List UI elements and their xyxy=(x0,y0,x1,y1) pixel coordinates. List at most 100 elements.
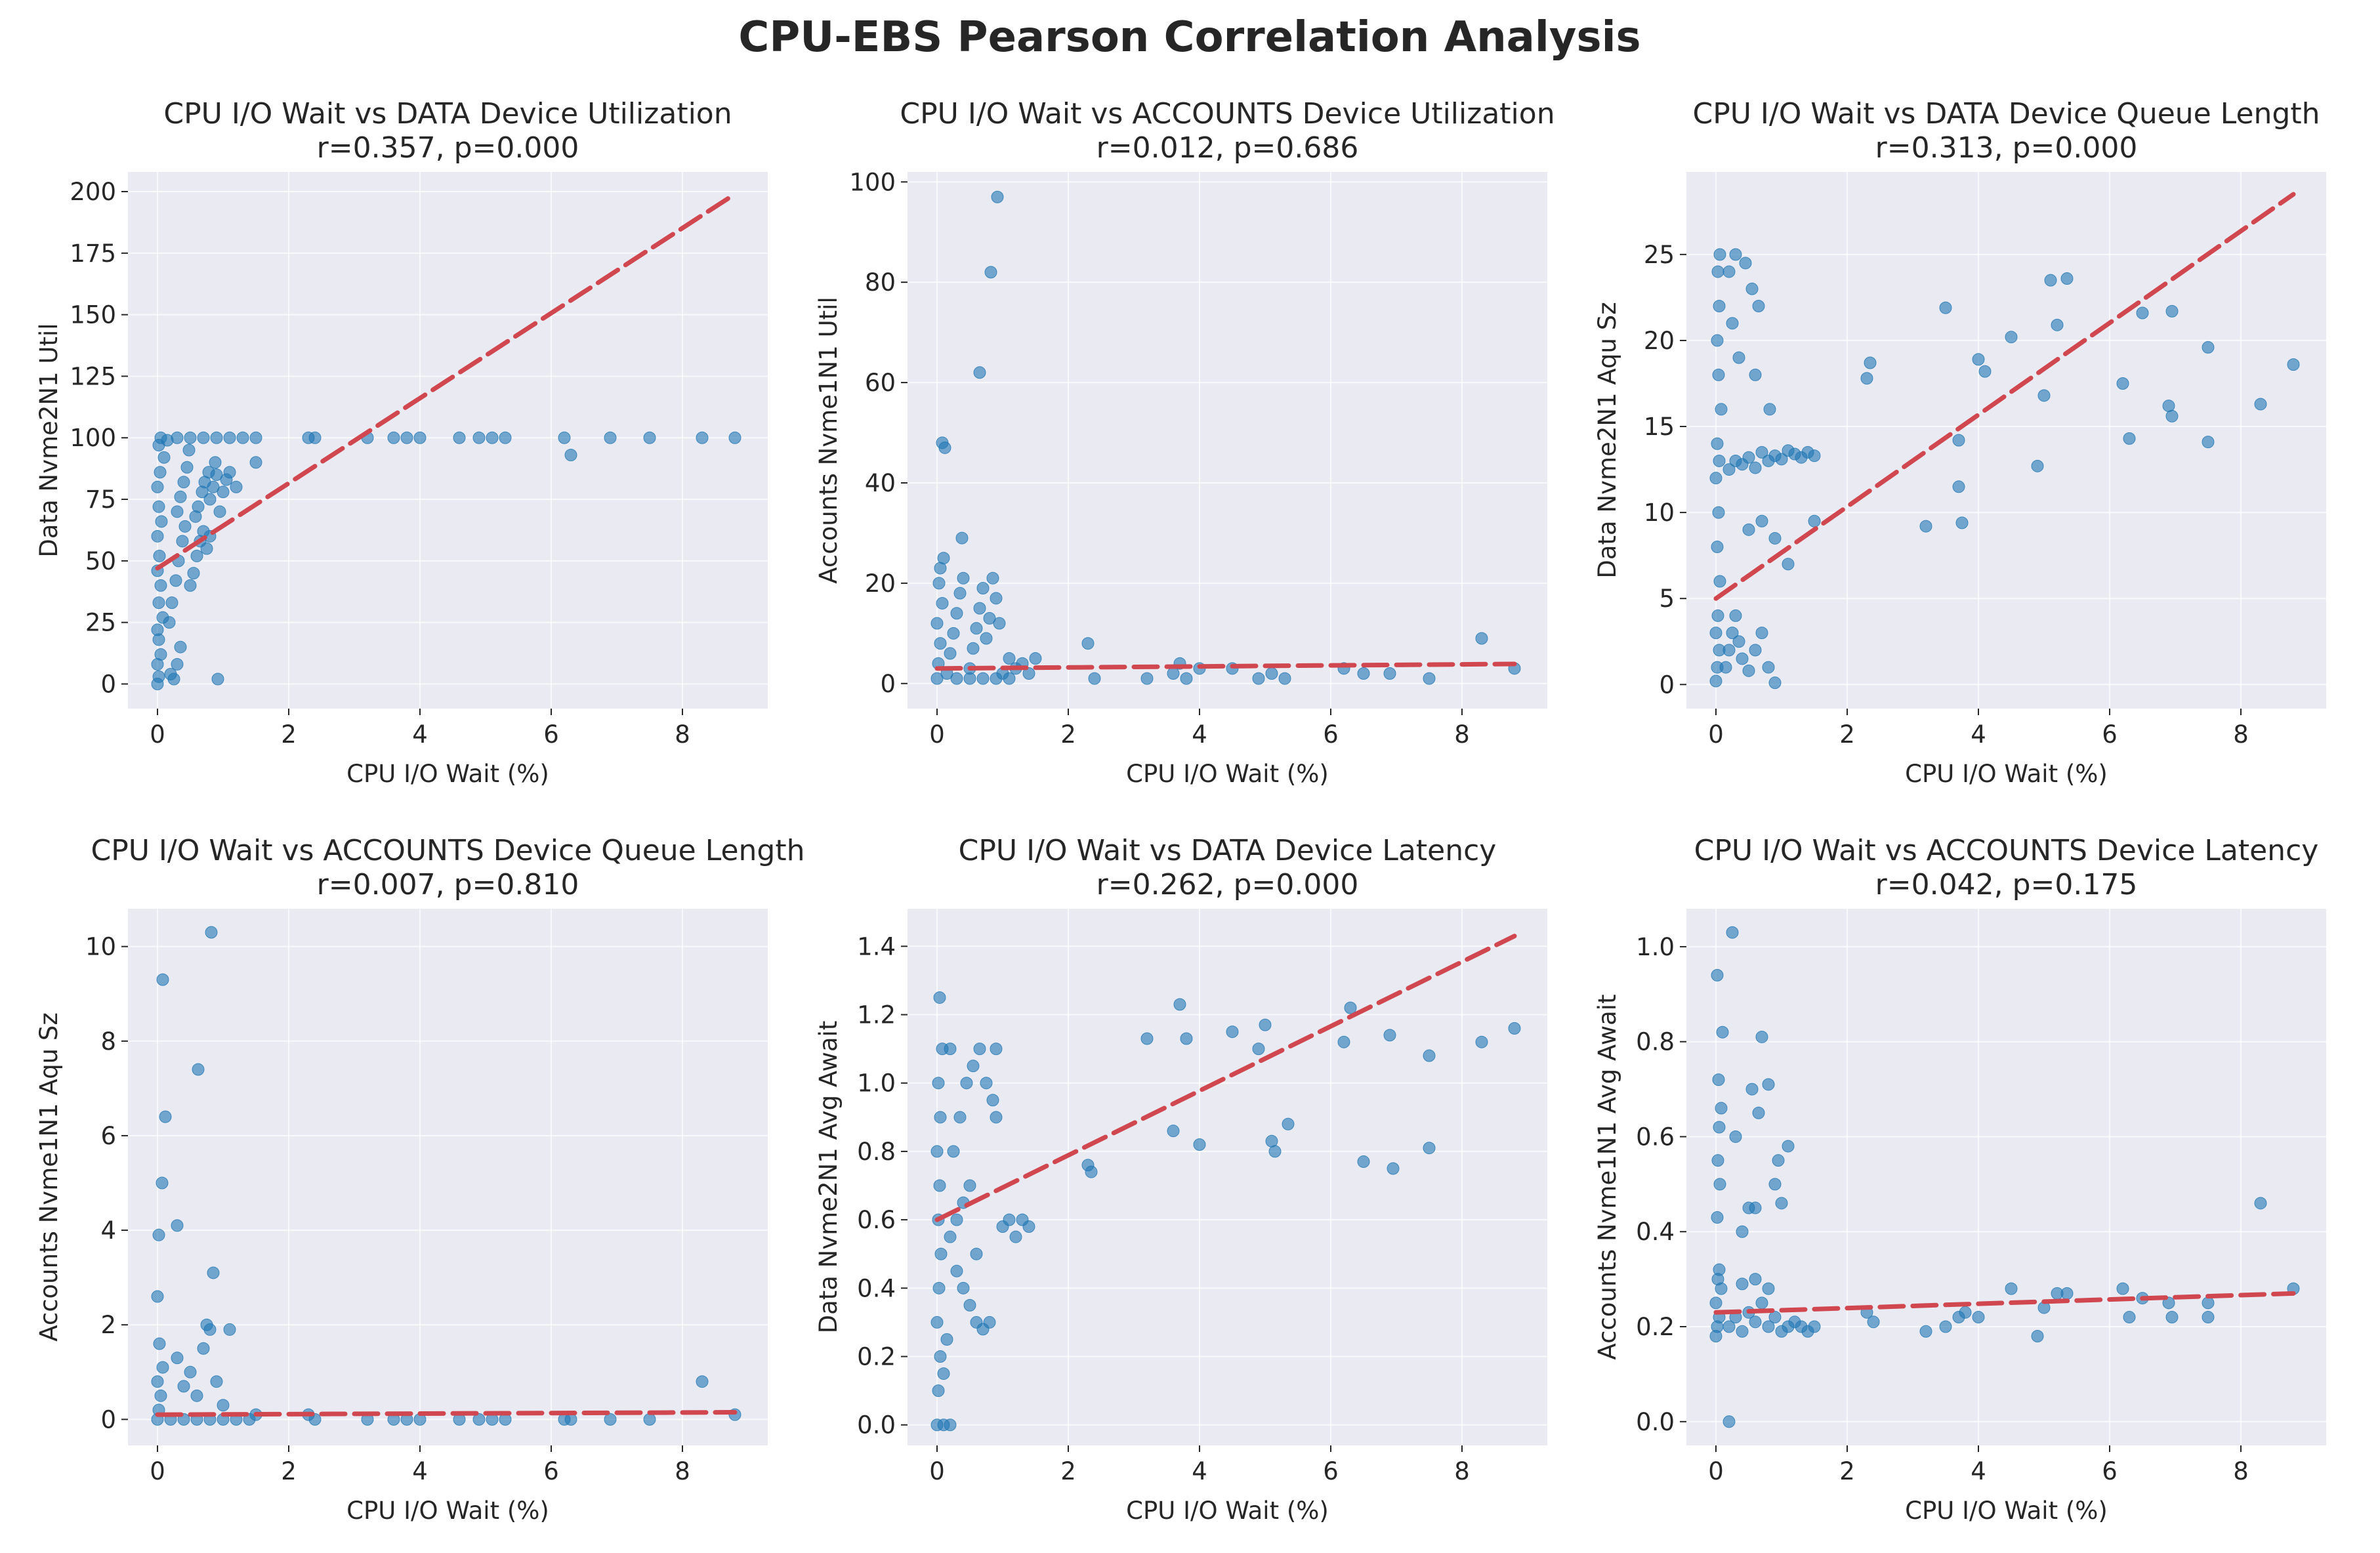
data-point xyxy=(986,1094,999,1107)
data-point xyxy=(976,582,990,595)
data-point xyxy=(940,1333,953,1346)
data-point xyxy=(1762,1320,1775,1333)
data-point xyxy=(223,431,236,444)
data-point xyxy=(192,1063,205,1076)
data-point xyxy=(932,1281,946,1294)
data-point xyxy=(2136,306,2149,320)
data-point xyxy=(207,480,220,493)
subplot-stats: r=0.313, p=0.000 xyxy=(1875,131,2138,165)
y-tick-label: 15 xyxy=(1644,413,1675,441)
data-point xyxy=(210,1375,223,1388)
data-point xyxy=(153,1337,166,1350)
data-point xyxy=(947,1145,960,1158)
data-point xyxy=(953,1111,967,1124)
data-point xyxy=(1749,1201,1762,1214)
data-point xyxy=(182,444,196,457)
data-point xyxy=(976,672,990,685)
y-tick-label: 1.2 xyxy=(857,1001,896,1029)
data-point xyxy=(1259,1018,1272,1031)
data-point xyxy=(1749,368,1762,381)
x-tick-label: 0 xyxy=(1708,1457,1724,1485)
data-point xyxy=(1726,926,1739,939)
data-point xyxy=(1383,667,1396,680)
y-tick-label: 20 xyxy=(865,569,896,598)
data-point xyxy=(151,480,164,493)
data-point xyxy=(937,1367,950,1380)
y-tick-label: 100 xyxy=(849,168,896,196)
data-point xyxy=(2202,436,2215,449)
data-point xyxy=(171,657,184,671)
x-tick-label: 0 xyxy=(150,1457,165,1485)
scatter-series xyxy=(1709,926,2300,1428)
data-point xyxy=(223,1323,236,1336)
data-point xyxy=(190,1389,203,1402)
data-point xyxy=(1972,353,1985,366)
data-point xyxy=(308,1413,322,1426)
y-tick-label: 25 xyxy=(85,609,116,637)
data-point xyxy=(151,529,164,543)
data-point xyxy=(1939,301,1952,314)
data-point xyxy=(1282,1117,1295,1130)
data-point xyxy=(187,567,200,580)
data-point xyxy=(1749,644,1762,657)
subplot-4: 0 2 4 6 8 10 0 2 4 6 8 CPU I/O Wait vs ACCOUNTS Dev… xyxy=(35,834,805,1525)
data-point xyxy=(932,1384,945,1398)
data-point xyxy=(955,531,969,545)
y-tick-label: 75 xyxy=(85,486,116,514)
data-point xyxy=(944,1043,957,1056)
data-point xyxy=(932,1077,945,1090)
data-point xyxy=(171,1352,184,1365)
data-point xyxy=(963,672,976,685)
y-tick-label: 40 xyxy=(865,469,896,497)
y-tick-label: 50 xyxy=(85,547,116,575)
data-point xyxy=(1387,1162,1400,1175)
data-point xyxy=(1782,1140,1795,1153)
data-point xyxy=(197,1342,210,1355)
data-point xyxy=(1860,372,1873,385)
data-point xyxy=(2254,1197,2267,1210)
data-point xyxy=(1713,300,1726,312)
data-point xyxy=(157,451,171,464)
data-point xyxy=(171,431,184,444)
data-point xyxy=(2031,459,2044,472)
x-tick-label: 4 xyxy=(1971,1457,1986,1485)
data-point xyxy=(564,449,577,462)
data-point xyxy=(1736,1325,1749,1338)
x-tick-label: 8 xyxy=(1454,720,1470,749)
data-point xyxy=(2037,389,2051,402)
data-point xyxy=(696,431,709,444)
data-point xyxy=(209,456,222,469)
subplot-5: 0.0 0.2 0.4 0.6 0.8 1.0 1.2 1.4 0 2 4 6 8 CPU I/O Wai… xyxy=(814,834,1547,1525)
data-point xyxy=(1768,676,1782,690)
data-point xyxy=(472,1413,486,1426)
data-point xyxy=(933,991,946,1004)
data-point xyxy=(1711,541,1724,554)
y-tick-label: 175 xyxy=(70,239,116,268)
data-point xyxy=(1357,1155,1370,1169)
data-point xyxy=(152,500,165,513)
data-point xyxy=(1022,667,1035,680)
subplot-1: 0 25 50 75 100 125 150 175 200 0 2 4 6 8 CPU I/O Wait … xyxy=(35,97,768,788)
data-point xyxy=(174,640,187,653)
subplot-stats: r=0.007, p=0.810 xyxy=(317,868,579,901)
y-tick-label: 0.0 xyxy=(857,1411,896,1439)
data-point xyxy=(1085,1165,1098,1178)
data-point xyxy=(1167,667,1180,680)
x-tick-label: 0 xyxy=(1708,720,1724,749)
data-point xyxy=(604,431,617,444)
y-tick-label: 0.4 xyxy=(857,1274,896,1302)
data-point xyxy=(223,466,236,479)
y-tick-label: 200 xyxy=(70,178,116,206)
data-point xyxy=(1719,661,1732,674)
data-point xyxy=(184,431,197,444)
data-point xyxy=(1475,632,1488,645)
data-point xyxy=(1722,644,1736,657)
data-point xyxy=(728,431,741,444)
x-axis-label: CPU I/O Wait (%) xyxy=(1126,1497,1329,1525)
data-point xyxy=(163,616,176,629)
data-point xyxy=(950,607,963,620)
y-tick-label: 8 xyxy=(100,1027,116,1056)
data-point xyxy=(249,431,262,444)
data-point xyxy=(1712,1073,1725,1087)
data-point xyxy=(1709,1296,1722,1310)
